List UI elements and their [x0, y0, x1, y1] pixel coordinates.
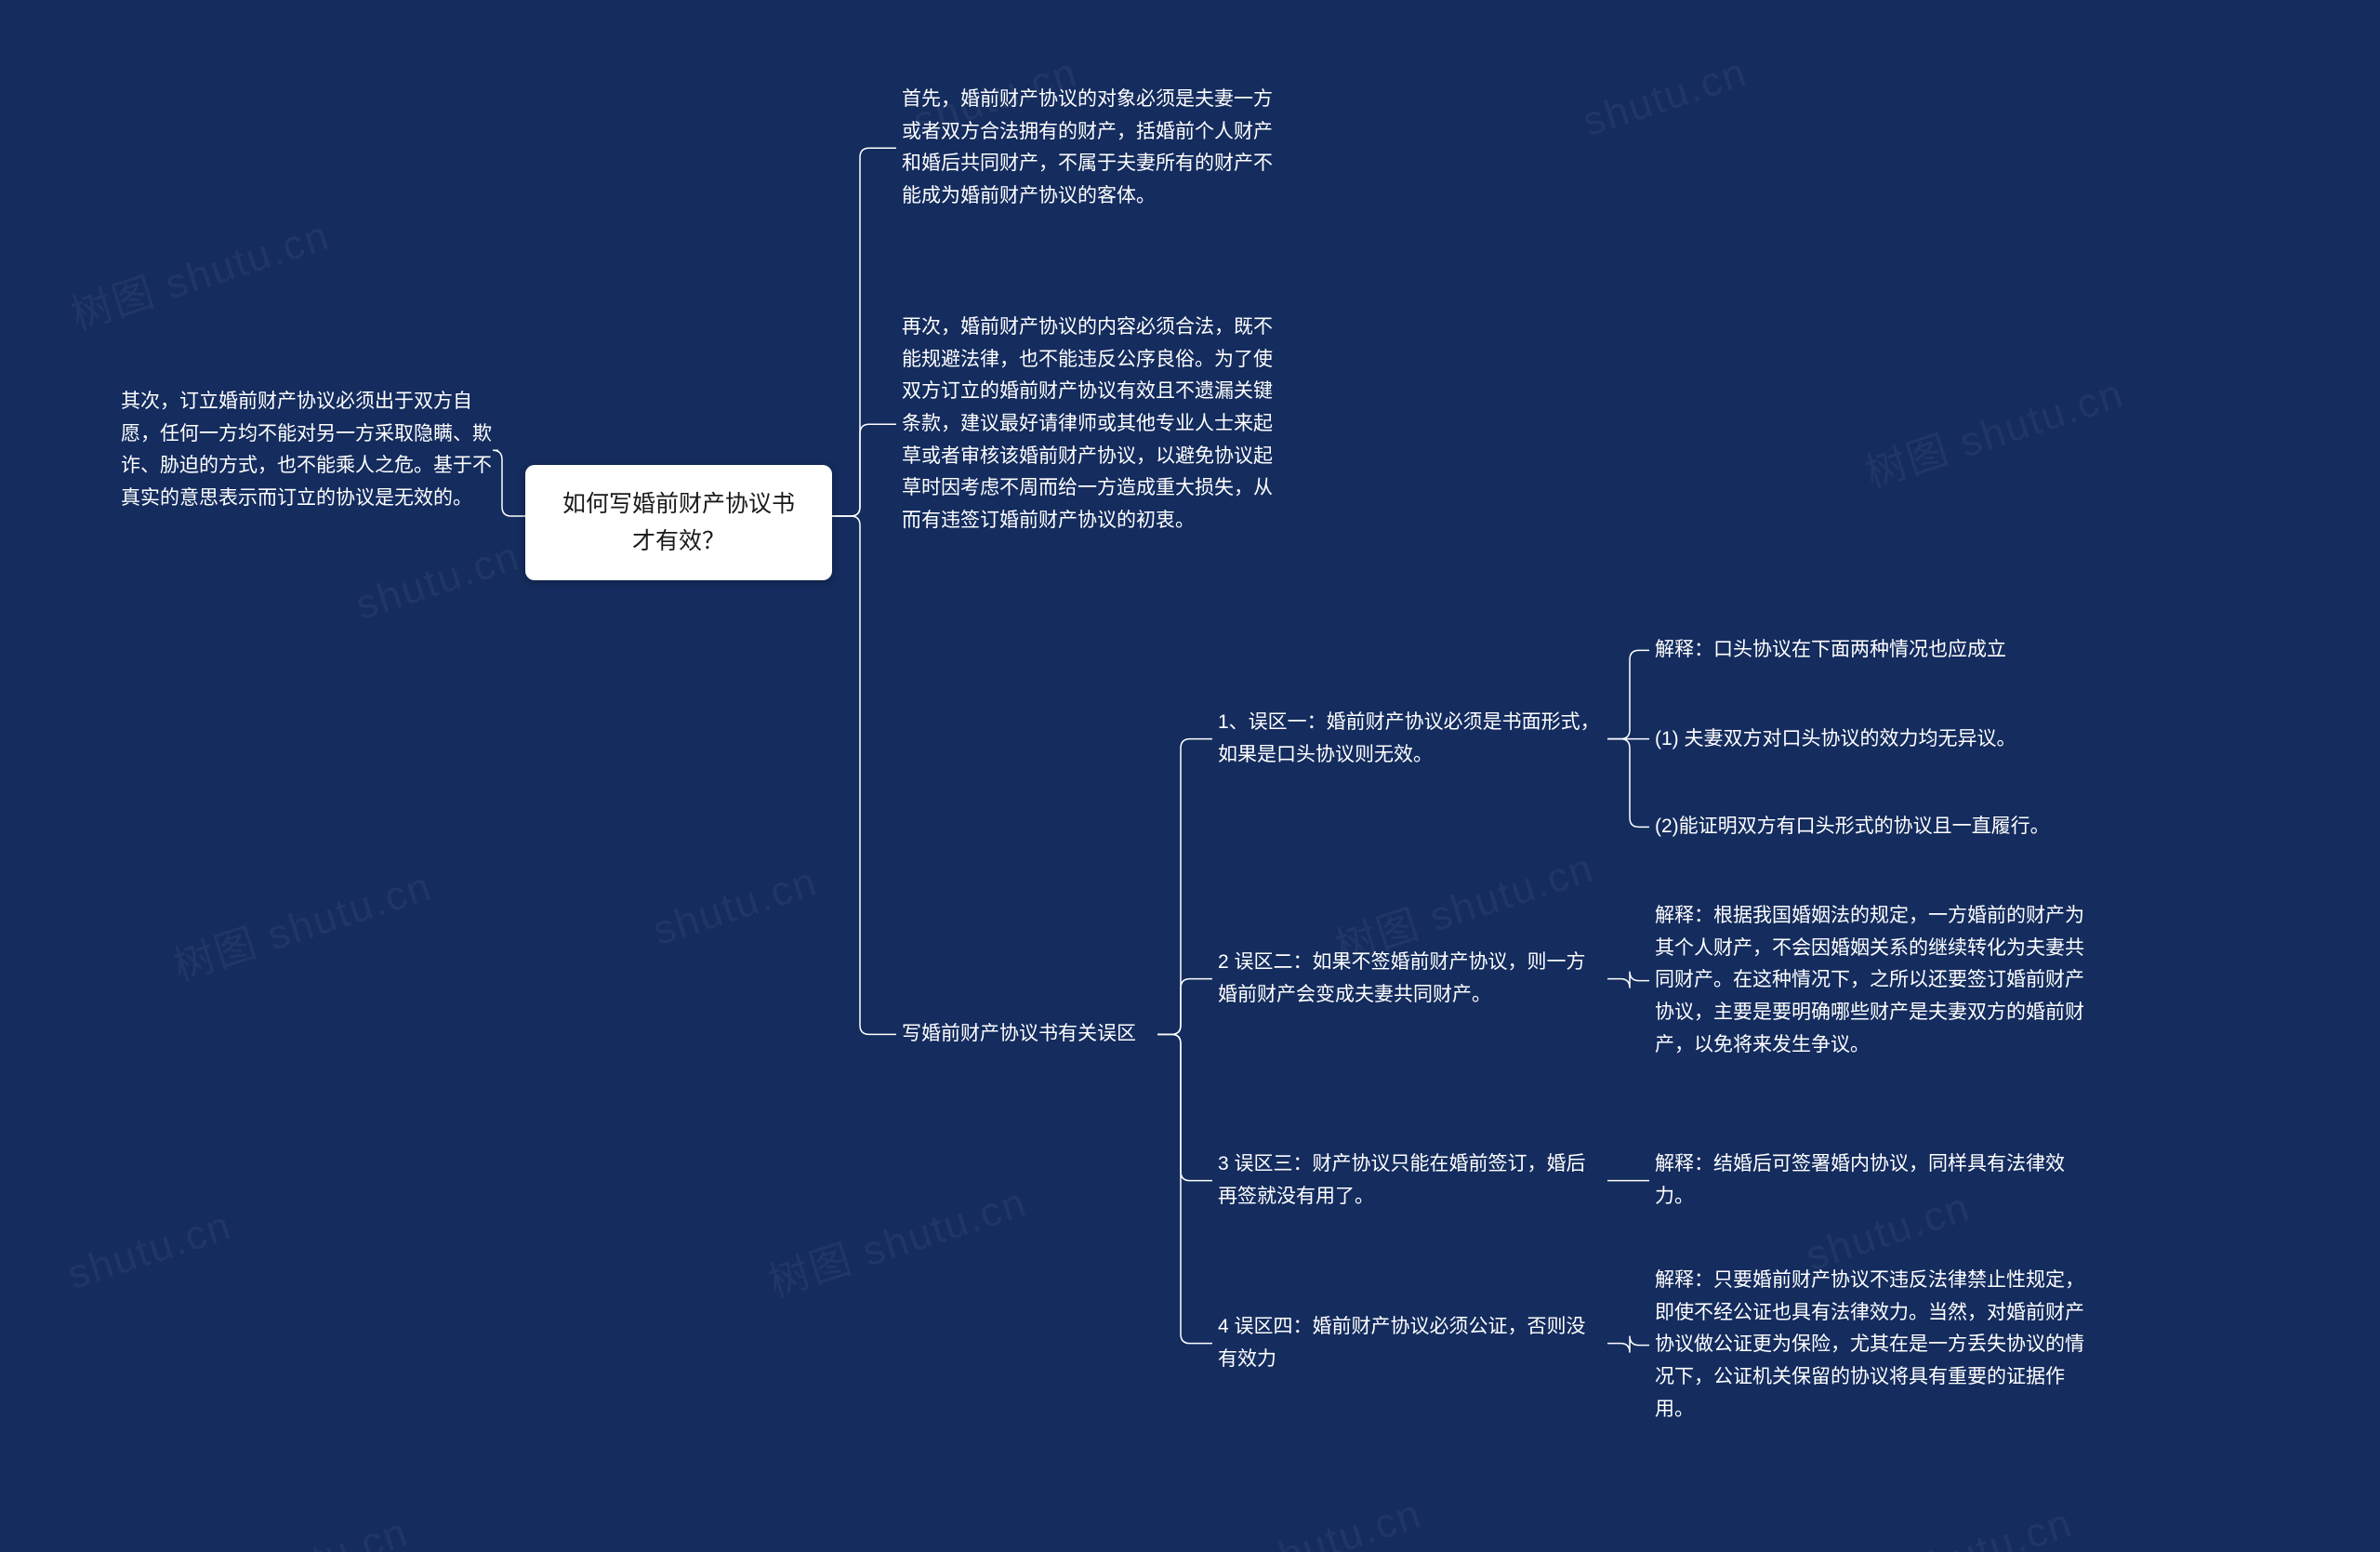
- watermark: shutu.cn: [62, 1202, 238, 1299]
- watermark: shutu.cn: [350, 533, 526, 630]
- watermark: shutu.cn: [239, 1509, 415, 1552]
- watermark: shutu.cn: [648, 858, 824, 955]
- misconception-4: 4 误区四：婚前财产协议必须公证，否则没有效力: [1218, 1311, 1604, 1375]
- right-branch-2: 再次，婚前财产协议的内容必须合法，既不能规避法律，也不能违反公序良俗。为了使双方…: [902, 312, 1278, 537]
- watermark: shutu.cn: [1903, 1500, 2079, 1552]
- misconception-2: 2 误区二：如果不签婚前财产协议，则一方婚前财产会变成夫妻共同财产。: [1218, 947, 1604, 1011]
- watermark: 树图 shutu.cn: [62, 202, 336, 341]
- misconception-3-explain: 解释：结婚后可签署婚内协议，同样具有法律效力。: [1655, 1148, 2082, 1213]
- watermark: shutu.cn: [1578, 49, 1753, 146]
- watermark: 树图 shutu.cn: [165, 853, 438, 992]
- misconception-1-explain-c: (2)能证明双方有口头形式的协议且一直履行。: [1655, 811, 2082, 843]
- root-node[interactable]: 如何写婚前财产协议书才有效？: [525, 465, 832, 580]
- right-branch-1: 首先，婚前财产协议的对象必须是夫妻一方或者双方合法拥有的财产，括婚前个人财产和婚…: [902, 84, 1278, 213]
- misconception-1-explain-a: 解释：口头协议在下面两种情况也应成立: [1655, 634, 2073, 667]
- watermark: shutu.cn: [1252, 1491, 1428, 1552]
- left-branch-node: 其次，订立婚前财产协议必须出于双方自愿，任何一方均不能对另一方采取隐瞒、欺诈、胁…: [121, 386, 493, 515]
- right-branch-3: 写婚前财产协议书有关误区: [902, 1018, 1171, 1051]
- misconception-4-explain: 解释：只要婚前财产协议不违反法律禁止性规定，即使不经公证也具有法律效力。当然，对…: [1655, 1265, 2092, 1426]
- misconception-2-explain: 解释：根据我国婚姻法的规定，一方婚前的财产为其个人财产，不会因婚姻关系的继续转化…: [1655, 900, 2092, 1061]
- watermark: 树图 shutu.cn: [1857, 360, 2130, 499]
- watermark: 树图 shutu.cn: [760, 1169, 1033, 1308]
- misconception-1-explain-b: (1) 夫妻双方对口头协议的效力均无异议。: [1655, 723, 2073, 756]
- misconception-1: 1、误区一：婚前财产协议必须是书面形式，如果是口头协议则无效。: [1218, 707, 1604, 771]
- misconception-3: 3 误区三：财产协议只能在婚前签订，婚后再签就没有用了。: [1218, 1148, 1604, 1213]
